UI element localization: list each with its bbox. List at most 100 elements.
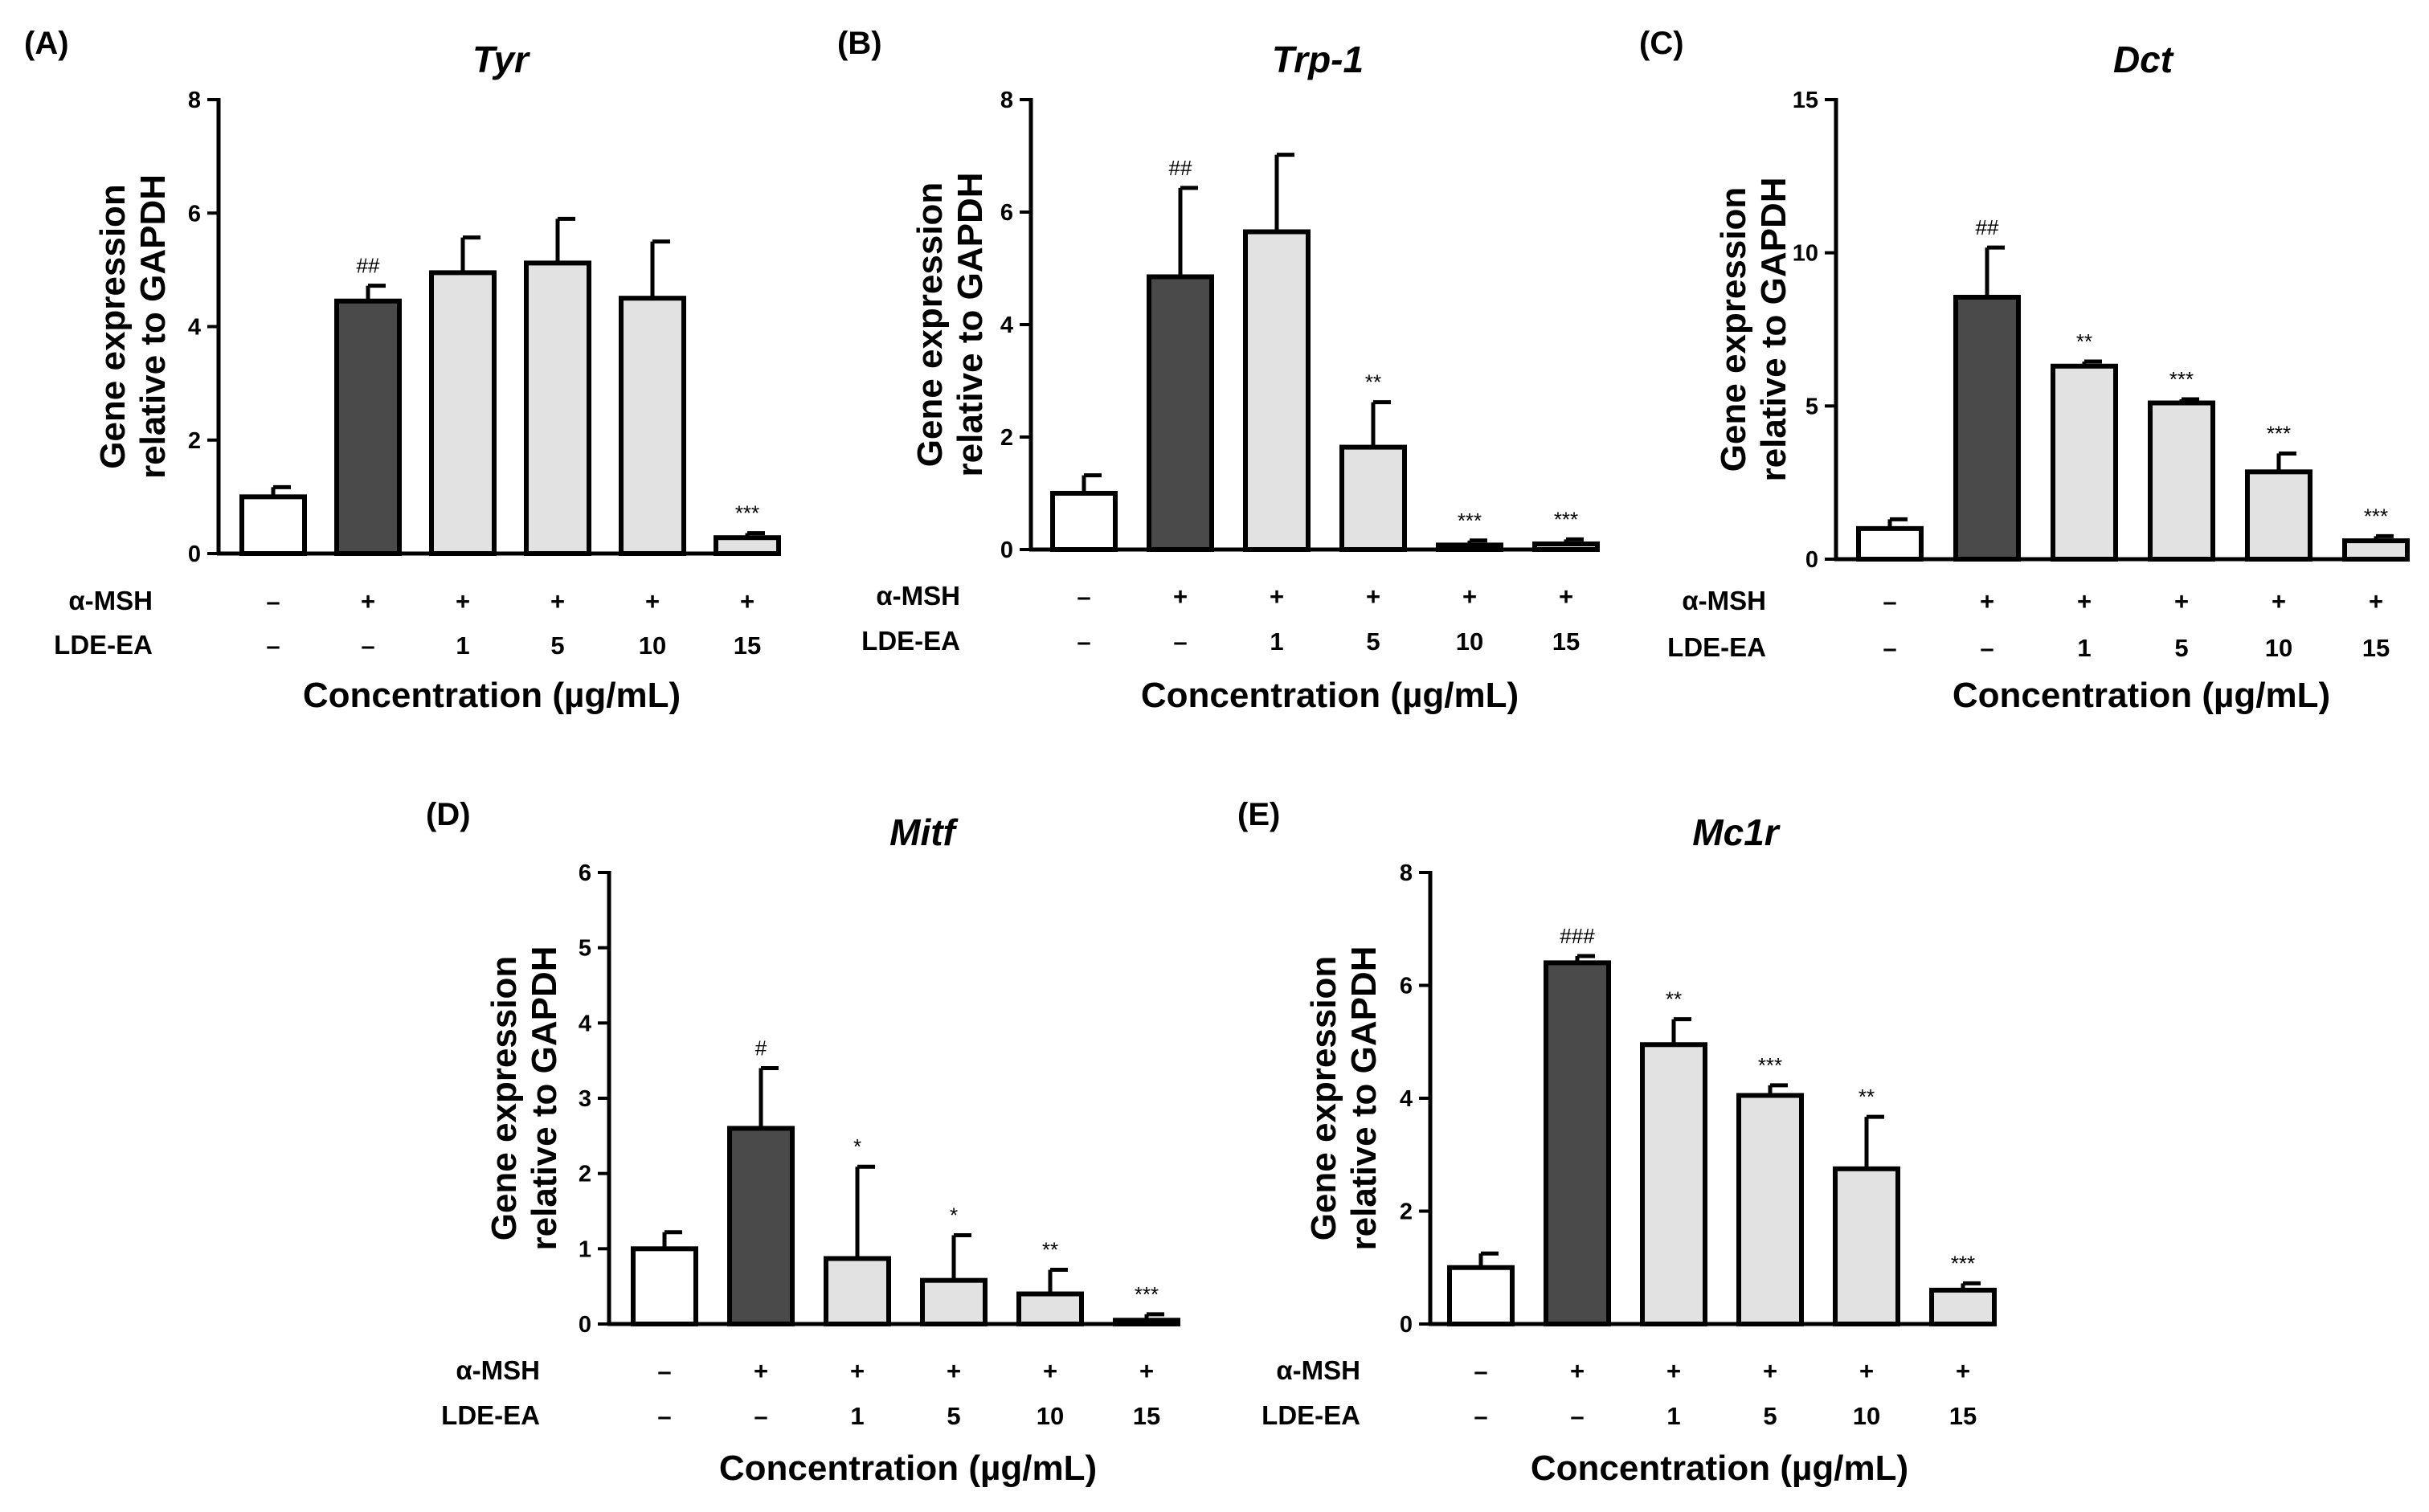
y-tick-label: 5 (1805, 394, 1818, 419)
alpha-msh-value: + (1043, 1357, 1057, 1385)
bar (1436, 542, 1503, 553)
alpha-msh-value: + (1666, 1357, 1681, 1385)
y-tick-label: 2 (188, 428, 201, 454)
chart-panel-d: (D) Mitf Gene expressionrelative to GAPDH 0… (426, 797, 1180, 1488)
chart-title: Mc1r (1692, 811, 1780, 853)
lde-ea-value: 5 (550, 631, 564, 660)
lde-ea-row-label: LDE-EA (1262, 1400, 1360, 1430)
y-tick-label: 5 (579, 936, 591, 962)
lde-ea-value: – (754, 1402, 767, 1430)
bar (1929, 1287, 1997, 1326)
y-axis-label-line: Gene expression (910, 182, 950, 468)
bar (1736, 1093, 1804, 1327)
lde-ea-value: 15 (1552, 627, 1580, 656)
y-tick-label: 0 (188, 541, 201, 567)
lde-ea-row-label: LDE-EA (441, 1400, 540, 1430)
y-tick-label: 0 (579, 1312, 591, 1338)
lde-ea-value: 5 (2174, 634, 2188, 662)
alpha-msh-value: + (2369, 587, 2383, 615)
significance-label: *** (1554, 507, 1578, 531)
lde-ea-value: – (1474, 1402, 1487, 1430)
alpha-msh-value: + (645, 587, 660, 615)
bar (2148, 400, 2215, 562)
lde-ea-value: 5 (1763, 1402, 1777, 1430)
bar (1243, 229, 1311, 552)
significance-label: *** (1458, 509, 1482, 533)
alpha-msh-value: + (1763, 1357, 1777, 1385)
y-tick-label: 8 (188, 88, 201, 113)
y-tick-label: 15 (1793, 88, 1818, 113)
significance-label: *** (735, 501, 759, 525)
bar (2245, 469, 2312, 562)
alpha-msh-value: – (657, 1357, 671, 1385)
alpha-msh-value: + (947, 1357, 961, 1385)
bar (631, 1246, 698, 1327)
y-tick-label: 6 (579, 860, 591, 886)
bar (1544, 960, 1611, 1327)
alpha-msh-value: + (754, 1357, 768, 1385)
y-axis-label-line: relative to GAPDH (525, 946, 564, 1251)
alpha-msh-value: + (361, 587, 375, 615)
y-tick-label: 4 (1400, 1086, 1413, 1112)
y-tick-label: 0 (1400, 1312, 1413, 1338)
bar (1856, 525, 1924, 562)
bar (1953, 294, 2021, 562)
significance-label: * (853, 1134, 861, 1159)
panel-label: (E) (1237, 797, 1280, 832)
y-tick-label: 2 (579, 1162, 591, 1187)
lde-ea-value: 1 (1270, 627, 1283, 656)
alpha-msh-value: + (1570, 1357, 1585, 1385)
lde-ea-value: 15 (734, 631, 761, 660)
y-axis-label: Gene expressionrelative to GAPDH (485, 946, 564, 1251)
alpha-msh-value: + (1462, 582, 1477, 611)
significance-label: ** (1042, 1238, 1058, 1262)
bar (429, 270, 497, 556)
bar (1113, 1318, 1180, 1326)
alpha-msh-value: + (1859, 1357, 1874, 1385)
y-axis-label: Gene expressionrelative to GAPDH (910, 173, 990, 477)
panel-label: (D) (426, 797, 471, 832)
chart-panel-e: (E) Mc1r Gene expressionrelative to GAPDH 0… (1237, 797, 1997, 1488)
y-tick-label: 4 (188, 315, 201, 341)
chart-panel-c: (C) Dct Gene expressionrelative to GAPDH 0 5… (1639, 26, 2410, 715)
alpha-msh-value: + (1980, 587, 1994, 615)
x-axis-label: Concentration (µg/mL) (719, 1449, 1097, 1488)
alpha-msh-value: + (456, 587, 470, 615)
lde-ea-value: 1 (850, 1402, 864, 1430)
y-tick-label: 6 (1400, 974, 1413, 999)
lde-ea-row-label: LDE-EA (54, 630, 153, 660)
lde-ea-value: 1 (456, 631, 469, 660)
bar (239, 494, 307, 556)
y-tick-label: 2 (1400, 1199, 1413, 1225)
bar (1640, 1042, 1707, 1326)
alpha-msh-row-label: α-MSH (1276, 1355, 1360, 1385)
alpha-msh-value: + (740, 587, 754, 615)
bar (824, 1256, 891, 1327)
alpha-msh-row-label: α-MSH (456, 1355, 540, 1385)
bar (1016, 1291, 1084, 1326)
y-tick-label: 4 (579, 1011, 591, 1036)
x-axis-label: Concentration (µg/mL) (1141, 676, 1519, 715)
significance-label: ** (1859, 1085, 1875, 1109)
significance-label: ** (2076, 329, 2092, 353)
y-tick-label: 0 (1000, 537, 1013, 563)
bar (2342, 538, 2410, 562)
x-axis-label: Concentration (µg/mL) (303, 676, 681, 715)
bar (727, 1126, 795, 1327)
y-tick-label: 8 (1400, 860, 1413, 886)
alpha-msh-value: – (1077, 582, 1090, 611)
lde-ea-value: 10 (2265, 634, 2292, 662)
alpha-msh-value: – (266, 587, 280, 615)
lde-ea-value: 15 (1133, 1402, 1160, 1430)
alpha-msh-value: + (2077, 587, 2092, 615)
chart-panel-a: (A) Tyr Gene expressionrelative to GAPDH 0 2… (24, 26, 781, 715)
chart-title: Tyr (472, 39, 530, 80)
significance-label: *** (1758, 1053, 1782, 1077)
significance-label: ### (1560, 924, 1595, 948)
alpha-msh-row-label: α-MSH (1682, 586, 1766, 615)
x-axis-label: Concentration (µg/mL) (1531, 1449, 1908, 1488)
significance-label: ## (1976, 215, 1999, 239)
bar (1447, 1265, 1515, 1326)
bar (619, 296, 686, 556)
